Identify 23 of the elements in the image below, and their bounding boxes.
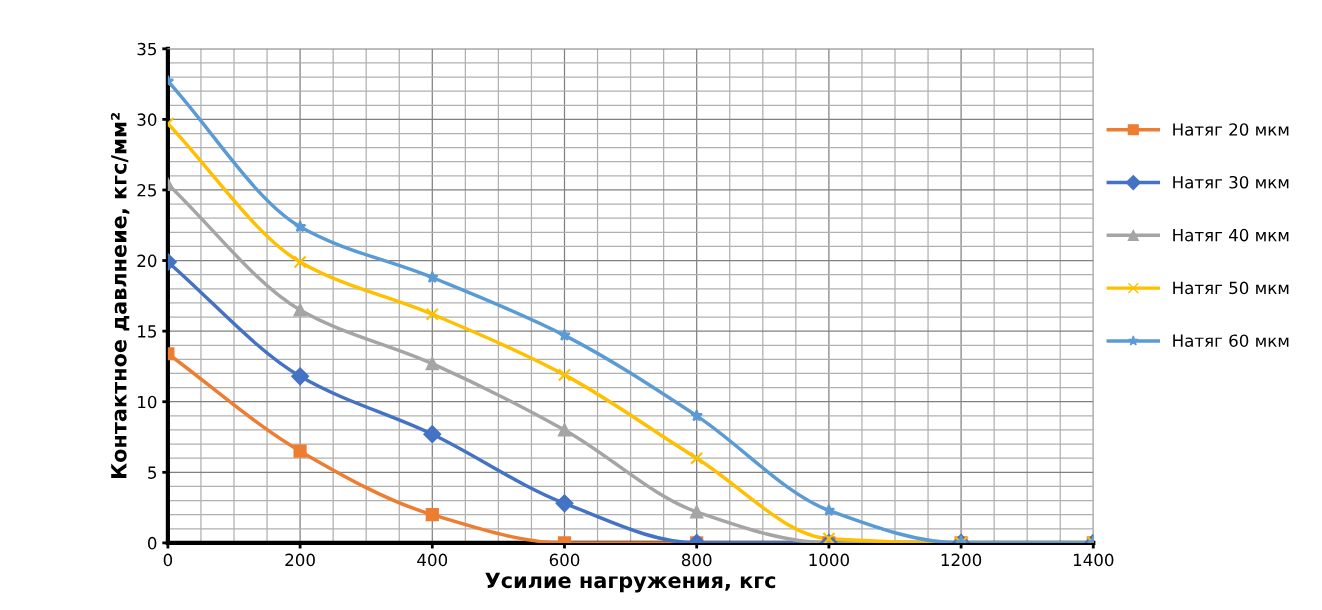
y-tick-label: 35: [137, 42, 157, 56]
x-tick-label: 0: [163, 553, 173, 567]
y-tick-label: 15: [138, 325, 157, 338]
x-tick-label: 1200: [941, 553, 982, 567]
legend-label: Натяг 30 мкм: [1173, 175, 1289, 189]
x-tick-label: 600: [549, 553, 580, 567]
legend-label: Натяг 40 мкм: [1173, 228, 1289, 242]
legend-label: Натяг 60 мкм: [1173, 334, 1289, 347]
x-tick-label: 1400: [1073, 553, 1114, 567]
y-tick-label: 30: [137, 113, 157, 126]
y-tick-label: 5: [148, 466, 157, 479]
legend-label: Натяг 20 мкм: [1173, 123, 1289, 136]
x-axis-title: Усилие нагружения, кгс: [485, 572, 776, 593]
y-tick-label: 25: [137, 183, 157, 197]
y-tick-label: 0: [147, 536, 157, 550]
x-tick-label: 200: [285, 553, 315, 567]
legend-label: Натяг 50 мкм: [1173, 281, 1289, 295]
x-tick-label: 400: [417, 553, 448, 567]
x-tick-label: 800: [681, 553, 712, 567]
y-tick-label: 10: [138, 395, 157, 409]
x-tick-label: 1000: [809, 553, 849, 567]
y-axis-title: Контактное давлнеие, кгс/мм²: [110, 112, 130, 478]
y-tick-label: 20: [137, 254, 157, 268]
